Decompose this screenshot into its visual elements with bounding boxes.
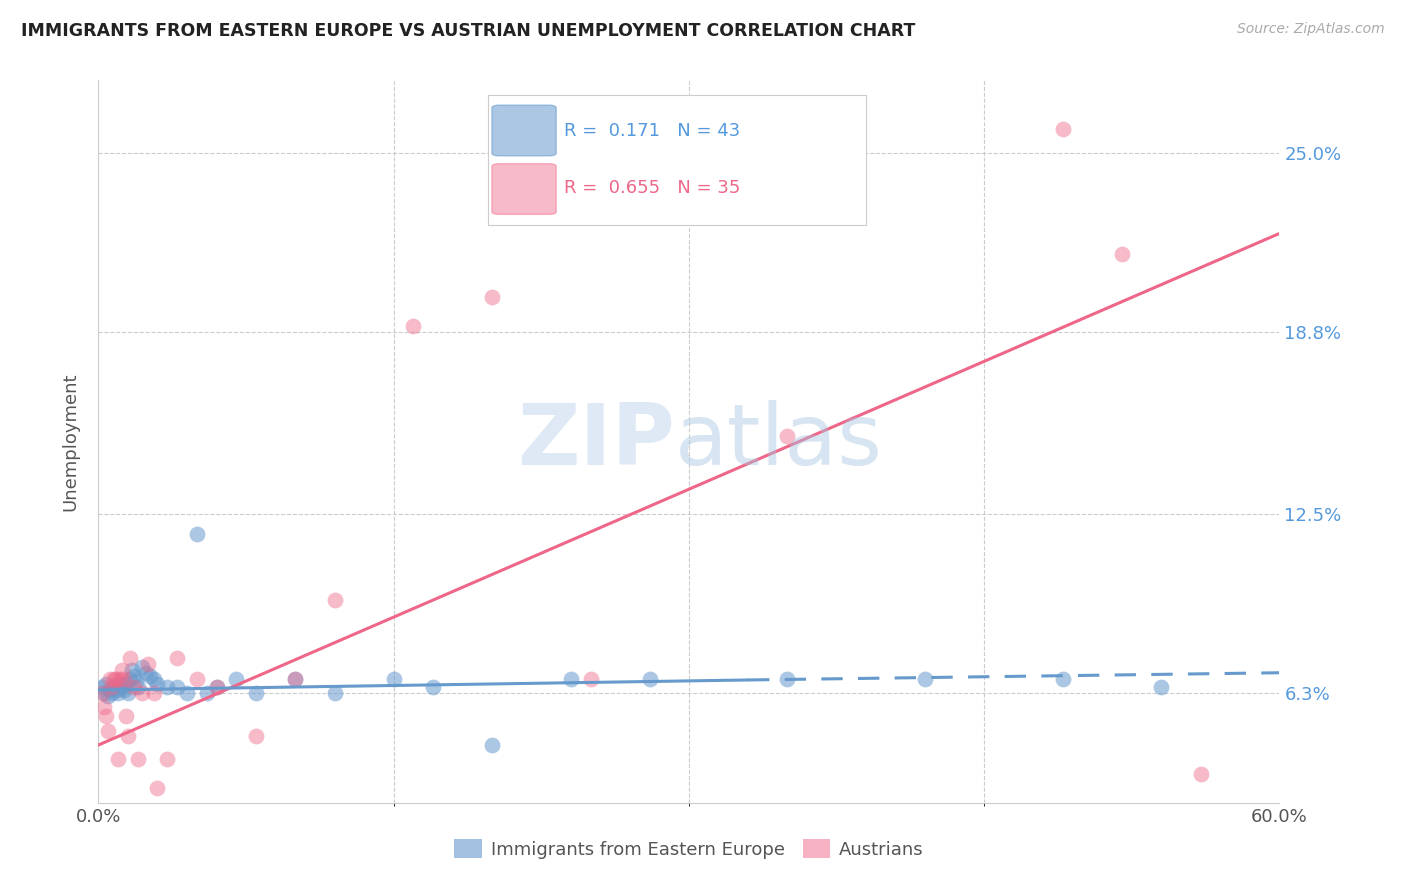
Point [135, 665, 157, 680]
Point [1052, 122, 1074, 136]
Point [138, 668, 160, 682]
Point [107, 686, 129, 700]
Point [225, 672, 247, 686]
Point [1189, 767, 1212, 781]
Point [112, 683, 135, 698]
Point [97, 723, 120, 738]
Point [108, 677, 131, 691]
Point [131, 686, 153, 700]
Point [142, 686, 165, 700]
Point [101, 680, 124, 694]
Point [111, 663, 134, 677]
Point [117, 686, 139, 700]
Point [205, 680, 228, 694]
Point [284, 672, 307, 686]
Point [91, 686, 114, 700]
Text: ZIP: ZIP [517, 400, 675, 483]
Point [176, 686, 198, 700]
Point [914, 672, 936, 686]
Point [146, 781, 169, 796]
Point [103, 672, 125, 686]
Point [205, 680, 228, 694]
Text: Source: ZipAtlas.com: Source: ZipAtlas.com [1237, 22, 1385, 37]
Point [131, 660, 153, 674]
Point [127, 752, 149, 766]
Point [1150, 680, 1173, 694]
Point [121, 663, 143, 677]
Point [112, 672, 135, 686]
Point [96, 677, 118, 691]
Point [117, 729, 139, 743]
Point [146, 677, 169, 691]
Point [156, 752, 179, 766]
Point [98, 683, 121, 698]
Point [107, 752, 129, 766]
Point [579, 672, 602, 686]
Point [115, 677, 138, 691]
Point [560, 672, 582, 686]
Point [118, 672, 141, 686]
Legend: Immigrants from Eastern Europe, Austrians: Immigrants from Eastern Europe, Austrian… [447, 832, 931, 866]
Point [382, 672, 405, 686]
Point [323, 686, 346, 700]
Point [98, 672, 121, 686]
Y-axis label: Unemployment: Unemployment [62, 372, 80, 511]
Point [245, 686, 267, 700]
Point [776, 672, 799, 686]
Point [638, 672, 661, 686]
Point [122, 680, 145, 694]
Point [245, 729, 267, 743]
Point [115, 709, 138, 723]
Point [122, 668, 145, 682]
Point [186, 672, 208, 686]
Point [136, 657, 159, 671]
Point [1111, 246, 1133, 260]
Point [402, 318, 425, 333]
Point [96, 709, 118, 723]
Point [93, 700, 115, 714]
Point [1052, 672, 1074, 686]
Point [323, 593, 346, 607]
Point [108, 672, 131, 686]
Point [481, 290, 503, 304]
Point [101, 686, 124, 700]
Point [105, 683, 128, 698]
Point [91, 680, 114, 694]
Point [166, 680, 188, 694]
Point [156, 680, 179, 694]
Point [127, 680, 149, 694]
Point [118, 651, 141, 665]
Point [776, 429, 799, 443]
Point [142, 672, 165, 686]
Text: atlas: atlas [675, 400, 883, 483]
Point [284, 672, 307, 686]
Point [186, 527, 208, 541]
Point [103, 680, 125, 694]
Point [93, 686, 115, 700]
Text: IMMIGRANTS FROM EASTERN EUROPE VS AUSTRIAN UNEMPLOYMENT CORRELATION CHART: IMMIGRANTS FROM EASTERN EUROPE VS AUSTRI… [21, 22, 915, 40]
Point [125, 674, 148, 689]
Point [422, 680, 444, 694]
Point [195, 686, 218, 700]
Point [97, 689, 120, 703]
Point [105, 672, 128, 686]
Point [111, 680, 134, 694]
Point [481, 738, 503, 752]
Point [166, 651, 188, 665]
